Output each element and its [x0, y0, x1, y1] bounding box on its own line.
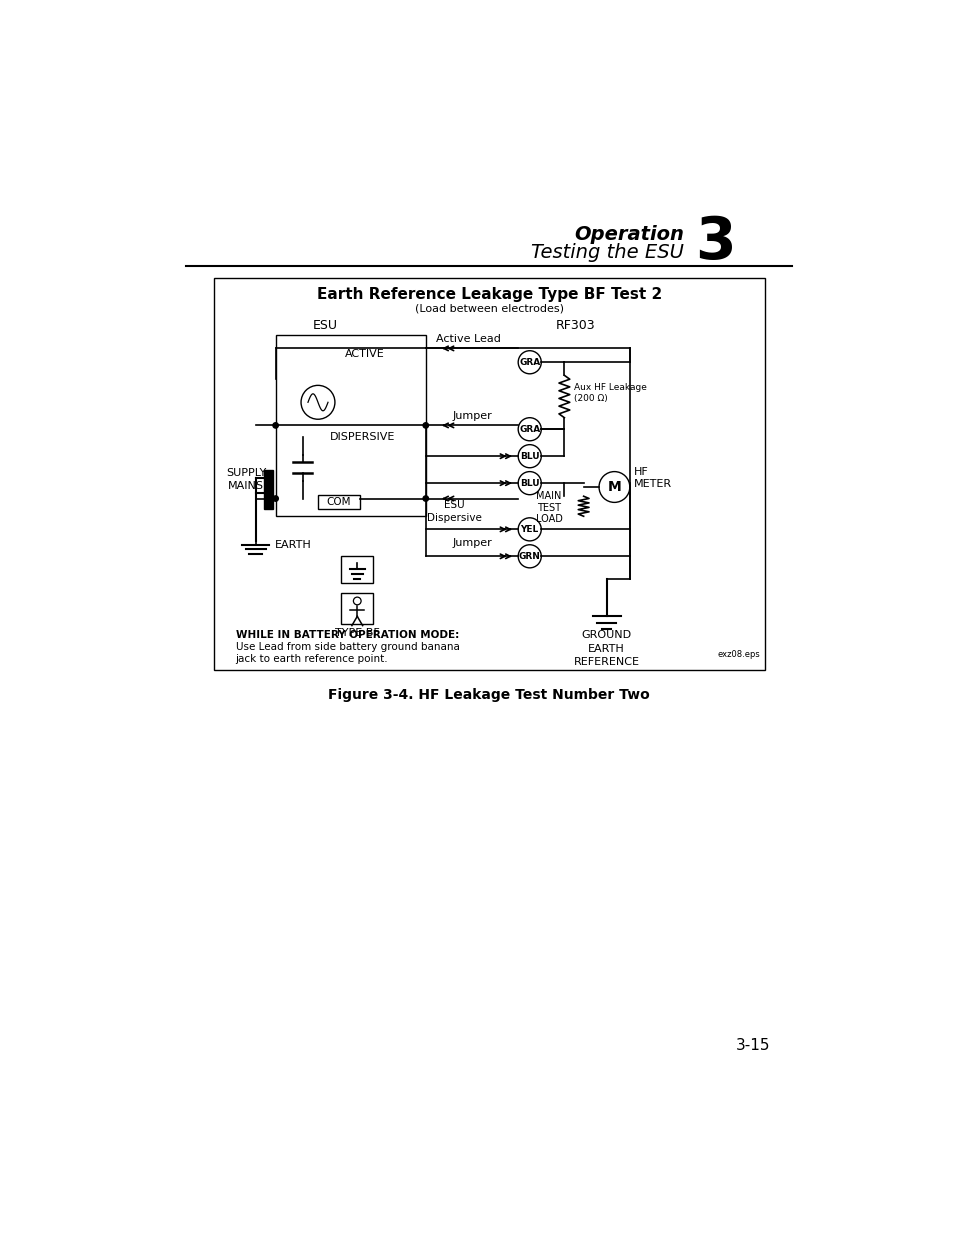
Text: YEL: YEL	[520, 525, 538, 534]
Text: BLU: BLU	[519, 479, 539, 488]
Circle shape	[273, 496, 278, 501]
Text: GROUND
EARTH
REFERENCE: GROUND EARTH REFERENCE	[573, 631, 639, 667]
Text: HF
METER: HF METER	[633, 467, 671, 489]
Text: DISPERSIVE: DISPERSIVE	[329, 432, 395, 442]
Text: 3-15: 3-15	[735, 1037, 769, 1052]
Circle shape	[353, 597, 361, 605]
Circle shape	[517, 472, 540, 495]
Bar	[213, 278, 763, 671]
Text: WHILE IN BATTERY OPERATION MODE:: WHILE IN BATTERY OPERATION MODE:	[235, 630, 458, 640]
Circle shape	[598, 472, 629, 503]
Text: Aux HF Leakage
(200 Ω): Aux HF Leakage (200 Ω)	[573, 383, 646, 403]
Text: M: M	[607, 480, 620, 494]
Text: RF303: RF303	[556, 319, 595, 332]
Text: SUPPLY
MAINS: SUPPLY MAINS	[226, 468, 266, 490]
Text: TYPE BF: TYPE BF	[335, 629, 379, 638]
Circle shape	[301, 385, 335, 419]
Text: jack to earth reference point.: jack to earth reference point.	[235, 655, 388, 664]
Circle shape	[422, 422, 428, 429]
Text: Active Lead: Active Lead	[436, 335, 500, 345]
Text: Figure 3-4. HF Leakage Test Number Two: Figure 3-4. HF Leakage Test Number Two	[328, 688, 649, 701]
Text: (Load between electrodes): (Load between electrodes)	[415, 304, 563, 314]
Bar	[317, 495, 360, 509]
Text: Testing the ESU: Testing the ESU	[530, 242, 683, 262]
Text: ESU
Dispersive: ESU Dispersive	[426, 500, 481, 522]
Circle shape	[517, 545, 540, 568]
Text: Jumper: Jumper	[452, 411, 492, 421]
Text: ESU: ESU	[313, 319, 337, 332]
Bar	[264, 471, 274, 509]
Text: EARTH: EARTH	[274, 540, 312, 550]
Circle shape	[517, 517, 540, 541]
Text: Operation: Operation	[574, 225, 683, 245]
Text: 3: 3	[695, 215, 735, 272]
Text: Use Lead from side battery ground banana: Use Lead from side battery ground banana	[235, 642, 459, 652]
Text: Earth Reference Leakage Type BF Test 2: Earth Reference Leakage Type BF Test 2	[316, 287, 661, 303]
Bar	[275, 335, 425, 516]
Bar	[341, 556, 373, 583]
Circle shape	[517, 351, 540, 374]
Circle shape	[517, 445, 540, 468]
Text: GRA: GRA	[518, 425, 539, 433]
Text: GRN: GRN	[518, 552, 540, 561]
Bar	[341, 593, 373, 624]
Circle shape	[273, 422, 278, 429]
Text: ACTIVE: ACTIVE	[345, 348, 384, 359]
Text: exz08.eps: exz08.eps	[718, 651, 760, 659]
Text: GRA: GRA	[518, 358, 539, 367]
Text: BLU: BLU	[519, 452, 539, 461]
Circle shape	[422, 496, 428, 501]
Text: Jumper: Jumper	[452, 538, 492, 548]
Circle shape	[517, 417, 540, 441]
Text: COM: COM	[326, 496, 351, 506]
Text: MAIN
TEST
LOAD: MAIN TEST LOAD	[535, 492, 562, 525]
